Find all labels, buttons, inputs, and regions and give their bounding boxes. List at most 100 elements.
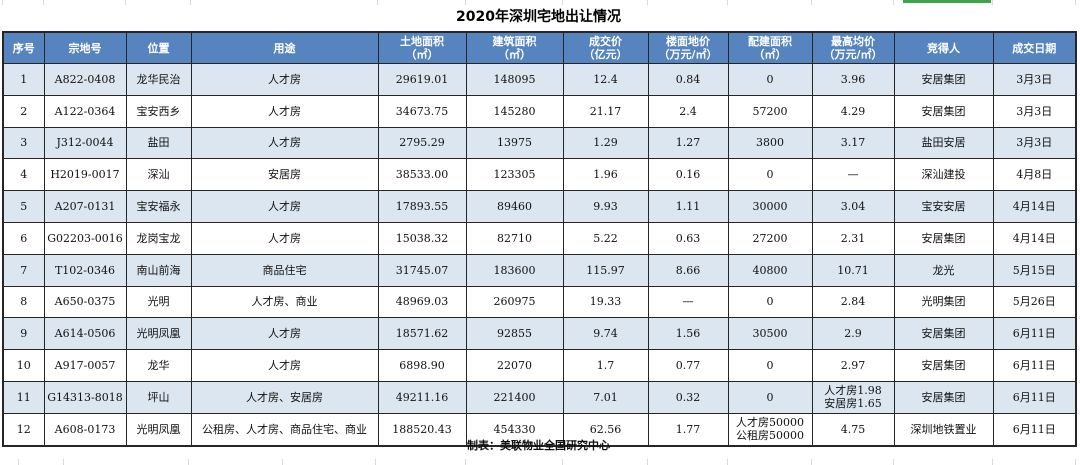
column-header[interactable]: 成交日期 xyxy=(992,31,1077,64)
table-cell[interactable]: 3 xyxy=(2,126,45,160)
table-cell[interactable]: 454330 xyxy=(465,412,564,447)
table-cell[interactable]: 92855 xyxy=(465,317,564,351)
table-cell[interactable]: 宝安安居 xyxy=(893,190,994,223)
table-cell[interactable]: T102-0346 xyxy=(43,253,127,287)
table-cell[interactable]: 115.97 xyxy=(562,253,649,287)
column-header[interactable]: 用途 xyxy=(190,31,379,64)
table-cell[interactable]: 0 xyxy=(727,63,813,96)
table-cell[interactable]: 公租房、人才房、商品住宅、商业 xyxy=(190,412,379,447)
table-cell[interactable]: 3月3日 xyxy=(992,94,1077,128)
table-cell[interactable]: 12 xyxy=(2,412,45,447)
table-cell[interactable]: 62.56 xyxy=(562,412,649,447)
table-cell[interactable]: 人才房 xyxy=(190,190,379,223)
table-cell[interactable]: 6月11日 xyxy=(992,317,1077,351)
table-cell[interactable]: 13975 xyxy=(465,126,564,160)
table-cell[interactable]: 2 xyxy=(2,94,45,128)
table-cell[interactable]: A207-0131 xyxy=(43,190,127,223)
table-cell[interactable]: 29619.01 xyxy=(377,63,467,96)
table-cell[interactable]: 8 xyxy=(2,285,45,319)
table-cell[interactable]: 坪山 xyxy=(125,380,192,414)
table-cell[interactable]: 6月11日 xyxy=(992,349,1077,382)
table-cell[interactable]: 4 xyxy=(2,158,45,192)
table-cell[interactable]: 0.77 xyxy=(647,349,729,382)
table-cell[interactable]: 人才房 xyxy=(190,94,379,128)
table-cell[interactable]: 3800 xyxy=(727,126,813,160)
table-cell[interactable]: 221400 xyxy=(465,380,564,414)
table-cell[interactable]: — xyxy=(647,285,729,319)
table-cell[interactable]: 27200 xyxy=(727,221,813,255)
table-cell[interactable]: 龙华民治 xyxy=(125,63,192,96)
table-cell[interactable]: 宝安西乡 xyxy=(125,94,192,128)
table-cell[interactable]: 0 xyxy=(727,349,813,382)
table-cell[interactable]: 12.4 xyxy=(562,63,649,96)
table-cell[interactable]: 260975 xyxy=(465,285,564,319)
table-cell[interactable]: 1.56 xyxy=(647,317,729,351)
table-cell[interactable]: 安居房 xyxy=(190,158,379,192)
table-cell[interactable]: 0 xyxy=(727,158,813,192)
table-cell[interactable]: 商品住宅 xyxy=(190,253,379,287)
table-cell[interactable]: 19.33 xyxy=(562,285,649,319)
table-cell[interactable]: 盐田 xyxy=(125,126,192,160)
table-cell[interactable]: 人才房 xyxy=(190,63,379,96)
table-cell[interactable]: 人才房50000 公租房50000 xyxy=(727,412,813,447)
table-cell[interactable]: G14313-8018 xyxy=(43,380,127,414)
table-cell[interactable]: 49211.16 xyxy=(377,380,467,414)
column-header[interactable]: 宗地号 xyxy=(43,31,127,64)
table-cell[interactable]: 22070 xyxy=(465,349,564,382)
table-cell[interactable]: 6 xyxy=(2,221,45,255)
table-cell[interactable]: 0.84 xyxy=(647,63,729,96)
table-cell[interactable]: 人才房 xyxy=(190,349,379,382)
table-cell[interactable]: A608-0173 xyxy=(43,412,127,447)
table-cell[interactable]: 38533.00 xyxy=(377,158,467,192)
table-cell[interactable]: A122-0364 xyxy=(43,94,127,128)
table-cell[interactable]: 9.74 xyxy=(562,317,649,351)
column-header[interactable]: 土地面积 （㎡） xyxy=(377,31,467,64)
table-cell[interactable]: 3月3日 xyxy=(992,63,1077,96)
table-cell[interactable]: 光明凤凰 xyxy=(125,317,192,351)
table-cell[interactable]: 89460 xyxy=(465,190,564,223)
table-cell[interactable]: 安居集团 xyxy=(893,349,994,382)
table-cell[interactable]: 人才房、安居房 xyxy=(190,380,379,414)
table-cell[interactable]: 17893.55 xyxy=(377,190,467,223)
table-cell[interactable]: — xyxy=(811,158,895,192)
table-cell[interactable]: 188520.43 xyxy=(377,412,467,447)
table-cell[interactable]: 1.11 xyxy=(647,190,729,223)
table-cell[interactable]: 57200 xyxy=(727,94,813,128)
table-cell[interactable]: 18571.62 xyxy=(377,317,467,351)
table-cell[interactable]: 9.93 xyxy=(562,190,649,223)
table-cell[interactable]: 30000 xyxy=(727,190,813,223)
table-cell[interactable]: A614-0506 xyxy=(43,317,127,351)
table-cell[interactable]: A822-0408 xyxy=(43,63,127,96)
table-cell[interactable]: 4月14日 xyxy=(992,190,1077,223)
table-cell[interactable]: 4月8日 xyxy=(992,158,1077,192)
table-cell[interactable]: 人才房 xyxy=(190,317,379,351)
table-cell[interactable]: 1 xyxy=(2,63,45,96)
table-cell[interactable]: 宝安福永 xyxy=(125,190,192,223)
table-cell[interactable]: 10.71 xyxy=(811,253,895,287)
table-cell[interactable]: 10 xyxy=(2,349,45,382)
table-cell[interactable]: 安居集团 xyxy=(893,63,994,96)
table-cell[interactable]: A917-0057 xyxy=(43,349,127,382)
table-cell[interactable]: G02203-0016 xyxy=(43,221,127,255)
table-cell[interactable]: 15038.32 xyxy=(377,221,467,255)
table-cell[interactable]: 安居集团 xyxy=(893,380,994,414)
table-cell[interactable]: A650-0375 xyxy=(43,285,127,319)
column-header[interactable]: 楼面地价 （万元/㎡） xyxy=(647,31,729,64)
table-cell[interactable]: 123305 xyxy=(465,158,564,192)
table-cell[interactable]: 盐田安居 xyxy=(893,126,994,160)
table-cell[interactable]: 1.29 xyxy=(562,126,649,160)
table-cell[interactable]: 龙岗宝龙 xyxy=(125,221,192,255)
table-cell[interactable]: 2.84 xyxy=(811,285,895,319)
table-cell[interactable]: 深汕建投 xyxy=(893,158,994,192)
table-cell[interactable]: 3.04 xyxy=(811,190,895,223)
table-cell[interactable]: 2.31 xyxy=(811,221,895,255)
table-cell[interactable]: 1.96 xyxy=(562,158,649,192)
table-cell[interactable]: 龙华 xyxy=(125,349,192,382)
table-cell[interactable]: 6月11日 xyxy=(992,412,1077,447)
table-cell[interactable]: 145280 xyxy=(465,94,564,128)
table-cell[interactable]: 安居集团 xyxy=(893,94,994,128)
table-cell[interactable]: 148095 xyxy=(465,63,564,96)
table-cell[interactable]: 4月14日 xyxy=(992,221,1077,255)
table-cell[interactable]: 3月3日 xyxy=(992,126,1077,160)
table-cell[interactable]: 48969.03 xyxy=(377,285,467,319)
